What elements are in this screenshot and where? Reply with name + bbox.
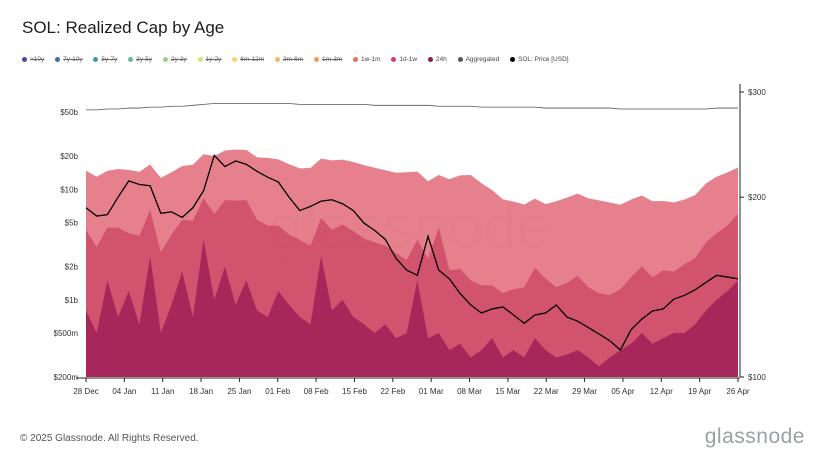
y-right-tick-label: $200 xyxy=(748,193,766,202)
x-tick-label: 15 Mar xyxy=(495,387,520,396)
y-left-tick-label: $5b xyxy=(65,219,79,228)
x-tick-label: 05 Apr xyxy=(611,387,634,396)
x-tick-label: 29 Mar xyxy=(572,387,597,396)
y-left-tick-label: $50b xyxy=(60,108,78,117)
legend-swatch-icon xyxy=(510,57,516,62)
x-tick-label: 11 Jan xyxy=(151,387,174,396)
legend-item-2y-3y[interactable]: 2y-3y xyxy=(162,56,187,63)
legend-swatch-icon xyxy=(427,57,433,62)
x-tick-label: 08 Feb xyxy=(304,387,329,396)
legend-item-6m-12m[interactable]: 6m-12m xyxy=(232,56,264,63)
x-tick-label: 01 Mar xyxy=(419,387,444,396)
y-left-tick-label: $1b xyxy=(65,296,79,305)
y-right-tick-label: $300 xyxy=(748,88,766,97)
x-tick-label: 18 Jan xyxy=(189,387,213,396)
legend-item-aggregated[interactable]: Aggregated xyxy=(457,56,499,63)
legend-item-1m-3m[interactable]: 1m-3m xyxy=(314,56,342,63)
legend-item-3y-5y[interactable]: 3y-5y xyxy=(128,56,152,63)
line-aggregated xyxy=(86,103,738,111)
legend-item-3m-6m[interactable]: 3m-6m xyxy=(274,56,303,63)
x-tick-label: 12 Apr xyxy=(650,387,673,396)
chart-title: SOL: Realized Cap by Age xyxy=(22,18,225,37)
x-tick-label: 26 Apr xyxy=(726,387,749,396)
legend-item-1y-2y[interactable]: 1y-2y xyxy=(197,56,221,63)
legend-swatch-icon xyxy=(128,57,134,62)
y-left-tick-label: $10b xyxy=(60,185,78,194)
legend-swatch-icon xyxy=(162,57,168,62)
area-series-group xyxy=(86,149,738,377)
legend-item-7y-10y[interactable]: 7y-10y xyxy=(55,56,83,63)
legend-swatch-icon xyxy=(314,57,319,62)
x-tick-label: 25 Jan xyxy=(227,387,251,396)
x-tick-label: 28 Dec xyxy=(73,387,98,396)
legend-item-gt10y[interactable]: >10y xyxy=(22,56,44,63)
y-left-tick-label: $200m xyxy=(54,373,79,382)
legend-swatch-icon xyxy=(274,57,280,62)
legend-swatch-icon xyxy=(457,57,463,62)
legend-item-1d-1w[interactable]: 1d-1w xyxy=(391,56,417,63)
x-axis: 28 Dec 04 Jan 11 Jan 18 Jan 25 Jan 01 Feb 08 F… xyxy=(73,377,750,396)
legend-item-sol-price[interactable]: SOL: Price [USD] xyxy=(510,56,569,63)
legend-swatch-icon xyxy=(55,57,61,62)
x-tick-label: 08 Mar xyxy=(457,387,482,396)
y-left-tick-label: $2b xyxy=(65,263,79,272)
x-tick-label: 04 Jan xyxy=(112,387,136,396)
legend-swatch-icon xyxy=(22,57,27,62)
legend-swatch-icon xyxy=(197,57,203,62)
legend-item-5y-7y[interactable]: 5y-7y xyxy=(93,56,117,63)
x-tick-label: 15 Feb xyxy=(342,387,367,396)
copyright-footer: © 2025 Glassnode. All Rights Reserved. xyxy=(20,433,199,444)
line-sol-price-usd- xyxy=(85,154,739,351)
line-series-group xyxy=(85,103,739,351)
y-axis-right: $100 $200 $300 xyxy=(739,84,766,382)
legend-swatch-icon xyxy=(232,57,238,62)
legend-swatch-icon xyxy=(353,57,359,62)
legend-swatch-icon xyxy=(391,57,397,62)
x-tick-label: 22 Mar xyxy=(534,387,559,396)
y-left-tick-label: $500m xyxy=(54,329,79,338)
y-axis-left: $200m $500m $1b $2b $5b $10b $20b $50b xyxy=(54,108,79,382)
y-right-tick-label: $100 xyxy=(748,373,766,382)
x-tick-label: 22 Feb xyxy=(380,387,405,396)
legend-swatch-icon xyxy=(93,57,99,62)
x-tick-label: 01 Feb xyxy=(265,387,290,396)
legend: >10y 7y-10y 5y-7y 3y-5y 2y-3y 1y-2y 6m-1… xyxy=(22,56,578,68)
legend-item-1w-1m[interactable]: 1w-1m xyxy=(353,56,381,63)
y-left-tick-label: $20b xyxy=(60,152,78,161)
x-tick-label: 19 Apr xyxy=(688,387,711,396)
legend-item-24h[interactable]: 24h xyxy=(427,56,447,63)
area-24h xyxy=(86,239,738,377)
brand-logo: glassnode xyxy=(704,425,805,448)
